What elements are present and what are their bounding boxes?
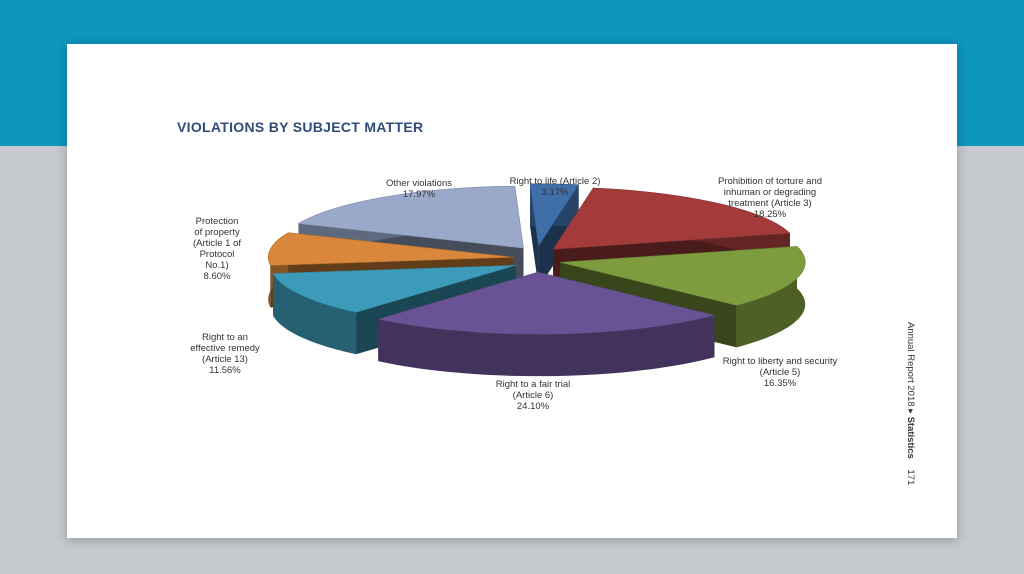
page-number: 171 [905,469,916,486]
slice-label: Other violations 17.97% [386,178,452,200]
slice-top [378,271,715,335]
page-side-text: Annual Report 2018 ▸ Statistics 171 [905,322,916,485]
report-page: VIOLATIONS BY SUBJECT MATTER Right to li… [67,44,957,538]
slice-label-line: 17.97% [403,189,436,200]
slice-label-line: of property [194,227,240,238]
slice-top [552,187,791,250]
slice-label: Right to a fair trial (Article 6) 24.10% [496,379,570,412]
slice-top [529,183,580,247]
slice-label: Protection of property (Article 1 of Protoc… [193,216,241,282]
slice-label-line: (Article 5) [760,367,801,378]
slice-label: Right to liberty and security (Article 5)… [723,356,838,389]
slice-label-line: 11.56% [209,365,241,376]
slice-label-line: (Article 13) [202,354,248,365]
slice-label-line: effective remedy [190,343,260,354]
report-name: Annual Report 2018 [905,322,916,407]
section-name: Statistics [905,416,916,459]
chart-title: VIOLATIONS BY SUBJECT MATTER [177,119,424,135]
pie-slice [529,183,580,288]
slice-label: Right to life (Article 2) 3.17% [510,176,601,198]
slice-label-line: 24.10% [517,401,550,412]
slice-label-line: Right to liberty and security [723,356,838,367]
slice-label-line: Protection [196,216,239,227]
slice-label-line: Prohibition of torture and [718,176,822,187]
slice-top [560,246,806,306]
arrow-icon: ▸ [905,409,916,414]
slice-top [297,185,524,249]
pie-chart: Right to life (Article 2) 3.17% Prohibitio… [190,176,837,412]
slice-label-line: 18.25% [754,209,787,220]
slice-side [273,273,357,355]
slice-label-line: inhuman or degrading [724,187,816,198]
slice-label-line: (Article 6) [513,390,554,401]
pie-slices [267,183,806,377]
slice-side [378,315,715,377]
pie-slice [378,271,715,377]
slice-label-line: 16.35% [764,378,797,389]
slice-label-line: Right to life (Article 2) [510,176,601,187]
slice-label: Prohibition of torture and inhuman or deg… [718,176,822,220]
slice-top [272,264,516,313]
slice-label-line: (Article 1 of [193,238,241,249]
slice-top [267,232,514,266]
slice-label-line: 8.60% [204,271,231,282]
slice-label: Right to an effective remedy (Article 13) 1… [190,332,260,376]
slice-label-line: Right to an [202,332,248,343]
slice-label-line: Other violations [386,178,452,189]
slice-label-line: 3.17% [542,187,569,198]
slice-label-line: No.1) [205,260,228,271]
slice-side [736,246,806,348]
pie-labels: Right to life (Article 2) 3.17% Prohibitio… [190,176,837,412]
slice-label-line: Protocol [200,249,235,260]
slice-label-line: treatment (Article 3) [728,198,811,209]
slice-label-line: Right to a fair trial [496,379,570,390]
